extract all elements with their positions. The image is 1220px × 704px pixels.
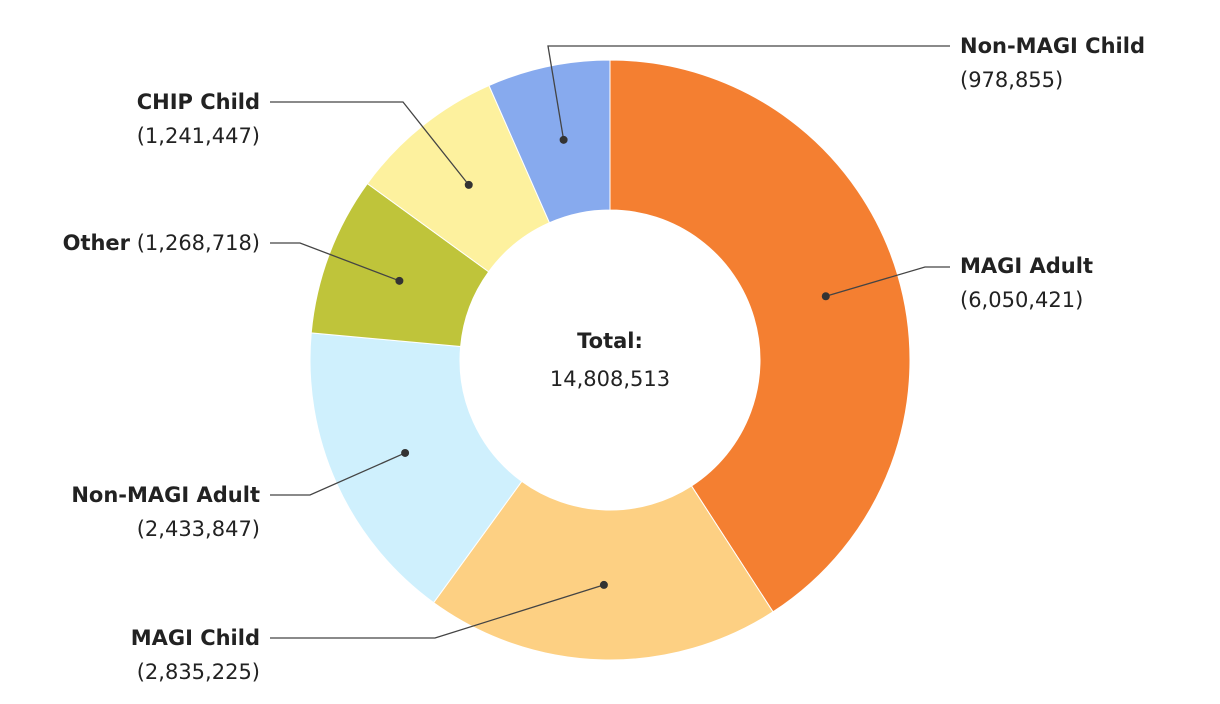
value-label: (2,835,225) (137, 660, 260, 684)
leader-dot (395, 276, 404, 285)
center-value: 14,808,513 (550, 367, 670, 391)
leader-dot (401, 448, 410, 457)
category-label: MAGI Adult (960, 254, 1093, 278)
category-label: MAGI Child (131, 626, 260, 650)
center-title: Total: (577, 329, 643, 353)
labels: MAGI Adult (6,050,421) MAGI Child (2,835,22… (63, 34, 1145, 684)
category-label: Non-MAGI Adult (71, 483, 260, 507)
leader-line (825, 266, 950, 297)
leader-dot (599, 580, 608, 589)
category-label: Other (63, 231, 131, 255)
value-label: (1,241,447) (137, 124, 260, 148)
slices (309, 59, 911, 661)
leader-line (270, 242, 400, 282)
value-label: (1,268,718) (137, 231, 260, 255)
value-label: (978,855) (960, 68, 1063, 92)
leader-line (547, 45, 950, 140)
leader-dot (821, 292, 830, 301)
leader-line (270, 101, 470, 186)
slice-label: Other (1,268,718) (63, 231, 260, 255)
category-label: CHIP Child (137, 90, 260, 114)
leader-dot (464, 180, 473, 189)
leader-dot (559, 135, 568, 144)
category-label: Non-MAGI Child (960, 34, 1145, 58)
slice (309, 332, 523, 604)
value-label: (6,050,421) (960, 288, 1083, 312)
slice (432, 480, 774, 661)
leader-line (270, 584, 605, 639)
value-label: (2,433,847) (137, 517, 260, 541)
leader-line (270, 452, 406, 496)
slice (609, 59, 911, 613)
slice (488, 59, 611, 224)
